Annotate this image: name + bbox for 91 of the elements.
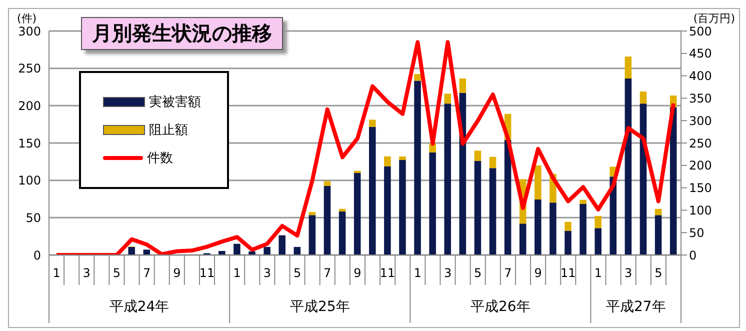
x-tick-label: 3	[624, 266, 632, 280]
text: 平成25年	[290, 299, 350, 315]
x-tick-label: 5	[112, 266, 121, 280]
y-tick-label: 100	[18, 174, 41, 188]
bar	[594, 216, 602, 228]
y2-tick-label: 250	[689, 136, 712, 150]
x-tick-label: 3	[263, 266, 272, 280]
x-tick-label: 11	[199, 266, 215, 280]
bar	[564, 222, 572, 231]
legend-label: 件数	[147, 150, 173, 167]
bar	[624, 56, 632, 78]
bar	[429, 152, 436, 255]
bar	[444, 104, 452, 255]
bar	[489, 168, 496, 255]
bar	[369, 120, 376, 127]
x-tick-label: 11	[380, 266, 396, 280]
legend-label: 阻止額	[149, 122, 188, 139]
y2-tick-label: 300	[689, 114, 712, 128]
y-tick-label: 50	[26, 210, 41, 225]
bar	[564, 230, 572, 255]
bar	[534, 165, 542, 200]
text: 平成26年	[470, 299, 530, 315]
bar	[550, 202, 556, 255]
x-tick-label: 7	[142, 266, 151, 280]
bar	[654, 215, 662, 255]
bar	[384, 156, 391, 166]
bar	[384, 166, 391, 255]
bar	[218, 250, 226, 255]
x-tick-label: 9	[354, 266, 362, 280]
bar	[474, 160, 482, 255]
x-tick-label: 3	[444, 266, 452, 280]
bar	[474, 150, 482, 161]
x-tick-label: 11	[560, 266, 576, 280]
bar	[308, 212, 316, 216]
bar	[278, 235, 286, 255]
y-tick-label: 0	[33, 248, 41, 262]
y2-tick-label: 350	[689, 91, 712, 106]
bar	[324, 186, 331, 255]
bar	[624, 78, 632, 255]
y2-tick-label: 150	[689, 181, 712, 196]
y2-tick-label: 200	[689, 158, 712, 173]
bar	[128, 246, 136, 255]
x-tick-label: 7	[504, 266, 512, 280]
bar	[308, 215, 316, 255]
bar	[534, 199, 542, 255]
chart-title: 月別発生状況の推移	[81, 17, 283, 50]
x-tick-label: 1	[52, 266, 60, 280]
bar	[580, 204, 586, 255]
text: 平成27年	[606, 299, 666, 315]
x-tick-label: 5	[293, 266, 302, 280]
y2-tick-label: 400	[689, 69, 712, 84]
x-tick-label: 3	[82, 266, 90, 280]
y2-tick-label: 100	[689, 203, 712, 218]
bar	[354, 173, 361, 255]
bar	[234, 244, 240, 255]
y2-axis-title: (百万円)	[693, 11, 735, 26]
x-tick-label: 7	[324, 266, 332, 280]
bar	[414, 80, 421, 255]
bar	[640, 91, 647, 104]
y-tick-label: 250	[18, 62, 41, 76]
text: 平成24年	[109, 299, 170, 315]
y2-tick-label: 450	[689, 46, 712, 61]
bar	[369, 126, 376, 255]
bar	[399, 156, 406, 160]
bar	[580, 200, 586, 204]
bar	[594, 228, 602, 255]
x-tick-label: 1	[233, 266, 241, 280]
bar	[459, 78, 466, 93]
bar	[414, 74, 421, 81]
x-tick-label: 9	[534, 266, 542, 280]
bar	[324, 181, 331, 186]
legend-label: 実被害額	[149, 94, 201, 111]
x-tick-label: 5	[474, 266, 482, 280]
bar	[654, 208, 662, 216]
y2-tick-label: 50	[689, 226, 704, 240]
y-tick-label: 300	[18, 24, 41, 38]
x-tick-label: 1	[594, 266, 602, 280]
x-tick-label: 5	[654, 266, 662, 280]
y2-tick-label: 500	[689, 24, 712, 38]
bar	[489, 156, 496, 168]
bar	[264, 246, 270, 255]
bar	[338, 212, 346, 255]
bar	[519, 224, 526, 255]
y2-tick-label: 0	[689, 248, 697, 262]
y-axis-title: (件)	[17, 11, 37, 26]
x-tick-label: 9	[173, 266, 181, 280]
y-tick-label: 150	[18, 136, 41, 150]
x-tick-label: 1	[414, 266, 422, 280]
bar	[444, 94, 452, 104]
y-tick-label: 200	[18, 98, 41, 113]
bar	[399, 160, 406, 255]
